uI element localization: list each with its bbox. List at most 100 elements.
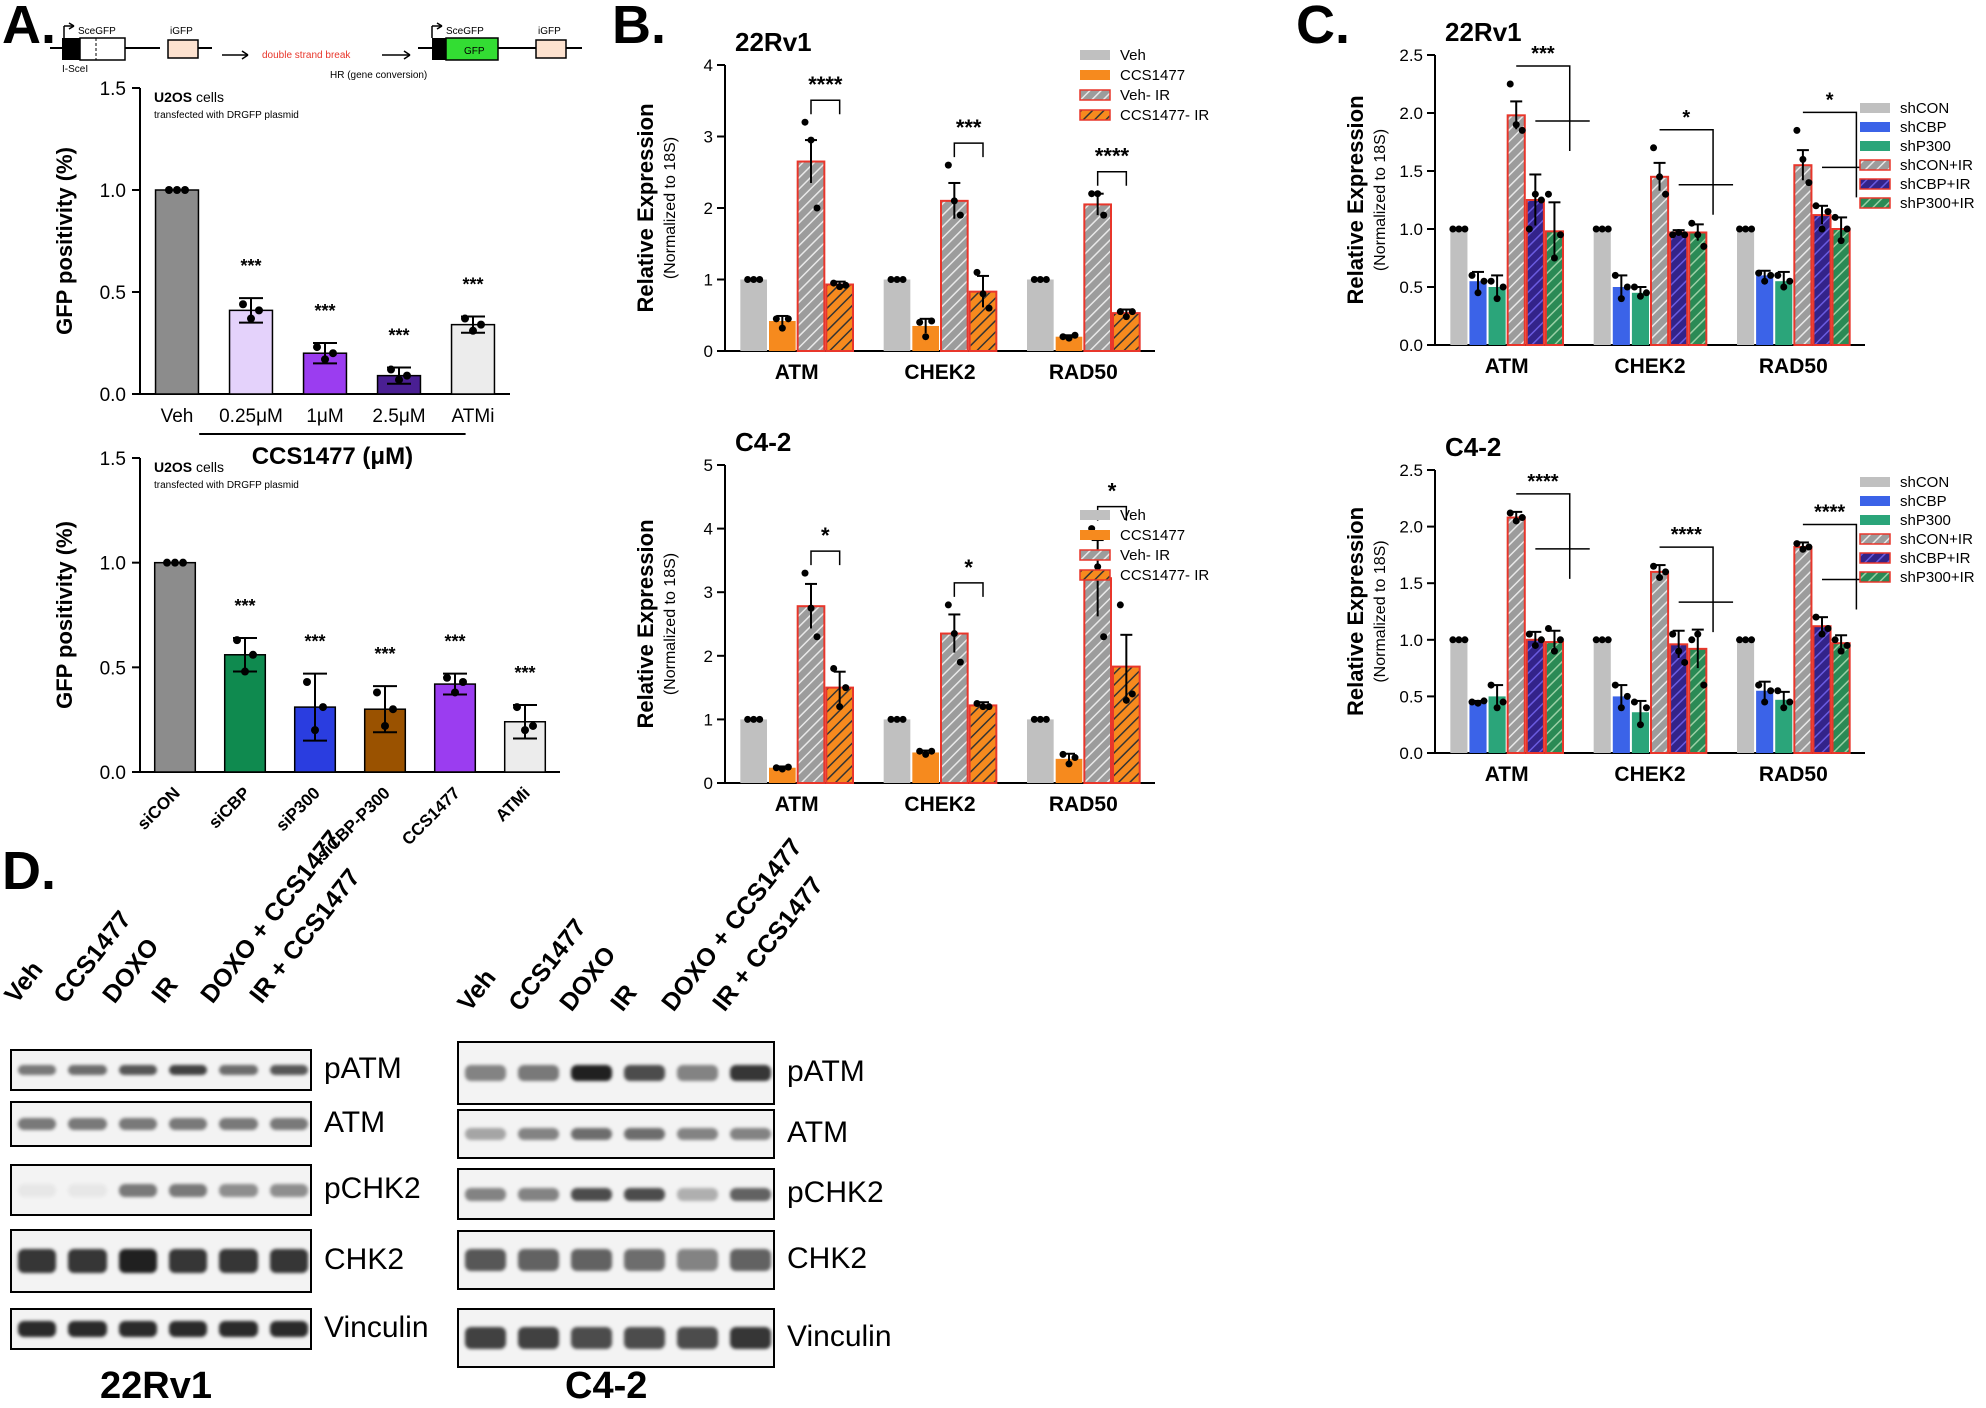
legend-swatch-shcbp-ir: [1859, 552, 1891, 564]
x-tick-label: ATMi: [452, 406, 495, 427]
x-tick-label: CHEK2: [904, 793, 975, 816]
data-point: [1030, 715, 1038, 723]
data-point: [165, 186, 173, 194]
bar-chek2-ccs1477-ir: [968, 704, 998, 784]
legend-swatch-shcon-ir: [1859, 159, 1891, 171]
legend-label-shcon: shCON: [1900, 100, 1949, 117]
protein-label-vinculin: Vinculin: [324, 1311, 429, 1344]
isce-right-box: [432, 38, 446, 60]
y-tick-label: 1.0: [100, 554, 126, 575]
data-point: [1556, 636, 1564, 644]
data-point: [1662, 190, 1670, 198]
significance-label: ***: [1531, 43, 1555, 65]
bar-rad50-shp300: [1775, 281, 1793, 345]
panel-letter-a: A.: [2, 0, 56, 55]
data-point: [181, 186, 189, 194]
data-point: [1030, 276, 1038, 283]
data-point: [1100, 633, 1108, 641]
data-point: [973, 268, 981, 276]
legend-label-shcon-ir: shCON+IR: [1900, 157, 1973, 174]
lane-label-veh: Veh: [0, 956, 49, 1009]
y-tick-label: 0: [704, 774, 713, 793]
y-tick-label: 1: [704, 710, 713, 729]
chart-title: 22Rv1: [1445, 17, 1522, 47]
chart-title: C4-2: [1445, 432, 1501, 462]
x-tick-label: siP300: [272, 783, 324, 835]
data-point: [241, 667, 249, 676]
data-point: [521, 726, 529, 735]
band: [219, 1118, 258, 1130]
y-tick-label: 3: [704, 583, 713, 602]
data-point: [451, 688, 459, 697]
bar-chek2-shcbp: [1612, 696, 1630, 753]
y-tick-label: 1.5: [100, 79, 126, 100]
y-tick-label: 1.5: [100, 449, 126, 470]
data-point: [842, 281, 850, 289]
significance-label: ****: [808, 72, 843, 97]
bar-atm-shcbp: [1469, 702, 1487, 753]
data-point: [1531, 641, 1539, 649]
band: [518, 1065, 559, 1081]
band: [677, 1187, 718, 1201]
legend-swatch-veh: [1080, 50, 1110, 60]
panel-letter-c: C.: [1296, 0, 1350, 55]
data-point: [1042, 276, 1050, 283]
data-point: [1065, 760, 1073, 768]
bar-atmi: [503, 721, 547, 773]
blot-chk2: [10, 1229, 312, 1293]
significance-label: ***: [956, 115, 982, 140]
blot-panel-c42: Veh CCS1477 DOXO IR DOXO + CCS1477 IR + CCS14…: [452, 833, 925, 1407]
data-point: [899, 276, 907, 283]
bar-rad50-veh: [1027, 719, 1054, 783]
y-tick-label: 1.5: [1399, 162, 1423, 181]
data-point: [1761, 698, 1769, 706]
bar-rad50-shcon-ir: [1793, 164, 1813, 346]
data-point: [1793, 540, 1801, 548]
data-point: [1694, 231, 1702, 239]
legend-label-veh-ir: Veh- IR: [1120, 87, 1170, 104]
band: [730, 1065, 771, 1081]
data-point: [1128, 690, 1136, 698]
data-point: [1122, 696, 1130, 704]
significance-label: ****: [1095, 144, 1130, 169]
y-tick-label: 0.5: [1399, 278, 1423, 297]
band: [730, 1248, 771, 1272]
band: [571, 1187, 612, 1201]
bar-chek2-shcon-ir: [1650, 570, 1670, 754]
data-point: [950, 630, 958, 638]
bar-rad50-veh: [1027, 279, 1054, 351]
data-point: [1843, 641, 1851, 649]
data-point: [1036, 276, 1044, 283]
bar-rad50-shp300-ir: [1831, 228, 1851, 346]
band: [269, 1118, 308, 1130]
data-point: [459, 677, 467, 686]
y-axis-sublabel: (Normalized to 18S): [662, 137, 679, 279]
bar-rad50-veh-ir: [1083, 203, 1113, 352]
bar-rad50-shcbp-ir: [1812, 214, 1832, 346]
data-point: [813, 633, 821, 641]
x-tick-label: ATMi: [492, 783, 534, 825]
data-point: [1755, 681, 1763, 689]
data-point: [1531, 190, 1539, 198]
y-tick-label: 0.5: [1399, 687, 1423, 706]
data-point: [461, 314, 469, 323]
band: [169, 1321, 208, 1337]
data-point: [928, 317, 936, 325]
x-tick-label: RAD50: [1759, 763, 1828, 786]
chart-title: C4-2: [735, 427, 791, 457]
data-point: [1805, 179, 1813, 187]
band: [68, 1183, 107, 1197]
data-point: [319, 703, 327, 712]
significance-bracket: [1516, 65, 1571, 151]
y-tick-label: 0.0: [1399, 336, 1423, 355]
protein-label-chk2: CHK2: [787, 1242, 868, 1275]
data-point: [1059, 333, 1067, 341]
band: [571, 1065, 612, 1081]
lane-label-ir: IR: [146, 971, 184, 1009]
band: [118, 1248, 157, 1274]
data-point: [1681, 231, 1689, 239]
data-point: [807, 136, 815, 144]
x-tick-label: CHEK2: [1614, 763, 1685, 786]
data-point: [311, 726, 319, 735]
data-point: [1544, 624, 1552, 632]
